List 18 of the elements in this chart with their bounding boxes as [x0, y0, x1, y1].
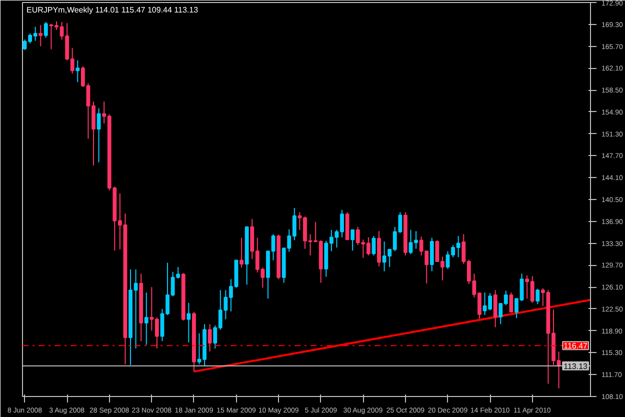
candlestick	[186, 302, 191, 343]
candlestick	[144, 292, 148, 346]
candlestick	[240, 237, 244, 268]
candlestick	[493, 290, 498, 328]
candlestick	[76, 60, 80, 83]
candlestick	[350, 229, 355, 252]
candlestick	[377, 230, 381, 267]
candlestick	[96, 108, 101, 163]
chart-title: EURJPYm,Weekly 114.01 115.47 109.44 113.13	[26, 6, 199, 14]
candlestick	[430, 237, 434, 272]
ref-line-label: 113.13	[564, 362, 588, 371]
candlestick	[372, 235, 376, 256]
ref-line-label: 116.47	[564, 342, 588, 351]
candlestick	[208, 324, 212, 352]
candlestick	[38, 24, 43, 47]
candlestick	[44, 21, 48, 38]
candlestick	[509, 292, 514, 312]
candlestick	[536, 288, 540, 305]
